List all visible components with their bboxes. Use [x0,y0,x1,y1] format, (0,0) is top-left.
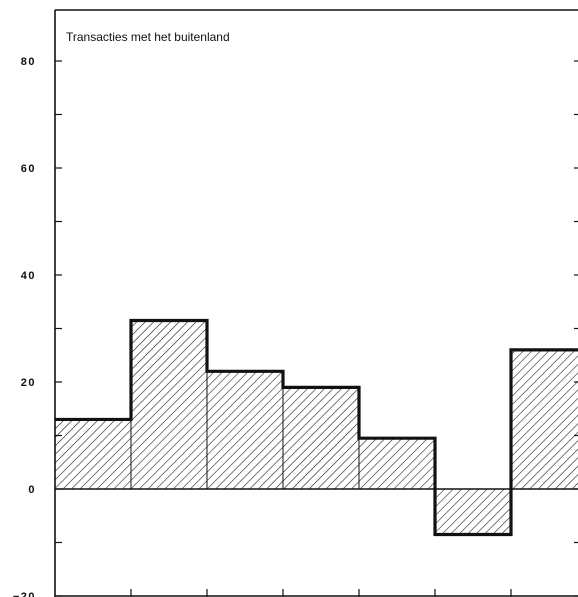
bar [130,320,208,490]
y-tick-label: −20 [13,591,36,597]
bars-layer [54,318,578,537]
bar [206,370,284,490]
bar [358,437,436,490]
bar [510,349,578,490]
y-tick-label: 40 [21,270,36,282]
bar [434,488,512,535]
bar [282,386,360,490]
y-tick-label: 20 [21,377,36,389]
axis-ticks: −20 0 20 40 60 80 [13,56,578,597]
y-tick-label: 60 [21,163,36,175]
chart-title: Transacties met het buitenland [66,30,230,44]
bar [54,419,132,490]
y-tick-label: 0 [28,484,36,496]
plot-frame [54,9,578,597]
bar-outline [55,318,578,537]
y-tick-label: 80 [21,56,36,68]
